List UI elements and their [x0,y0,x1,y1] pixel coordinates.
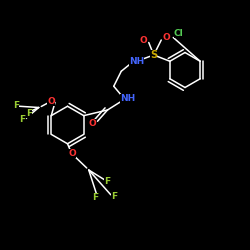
Text: F: F [13,100,19,110]
Text: NH: NH [120,94,135,103]
Text: F: F [92,193,98,202]
Text: O: O [68,149,76,158]
Text: NH: NH [128,57,144,66]
Text: O: O [88,119,96,128]
Text: S: S [150,50,157,60]
Text: Cl: Cl [174,29,184,38]
Text: F: F [20,116,26,124]
Text: F: F [104,177,110,186]
Text: F: F [111,192,117,201]
Text: F: F [26,109,32,118]
Text: O: O [48,97,55,106]
Text: O: O [162,34,170,42]
Text: O: O [140,36,147,45]
